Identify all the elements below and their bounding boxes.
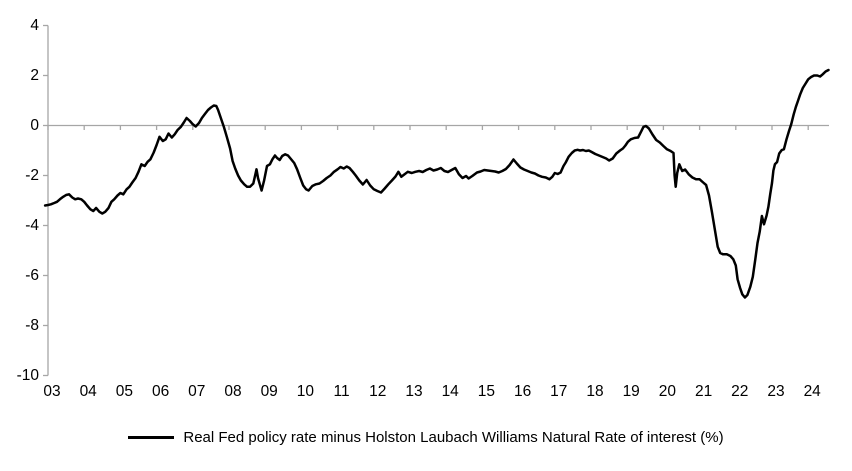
y-axis-label: 0 [30,117,39,134]
legend-line-sample-icon [128,435,175,439]
y-axis-label: 4 [30,17,39,34]
x-axis-label: 07 [188,383,205,400]
x-axis-label: 08 [224,383,241,400]
x-axis-label: 03 [43,383,60,400]
legend-label: Real Fed policy rate minus Holston Lauba… [183,428,724,446]
x-axis-label: 17 [550,383,567,400]
data-line [43,68,830,299]
x-axis-label: 16 [514,383,531,400]
chart: 4 2 0 -2 -4 -6 -8 -10 03 04 05 06 07 08 09 10 11 12 13 14 15… [0,17,852,447]
x-axis-label: 14 [442,383,460,400]
x-axis-label: 21 [695,383,712,400]
x-axis-label: 06 [152,383,169,400]
x-axis-label: 05 [116,383,133,400]
x-axis-label: 20 [659,383,677,400]
x-axis-label: 24 [804,383,822,400]
x-axis-label: 23 [767,383,784,400]
x-axis-label: 19 [623,383,640,400]
y-axis-label: -8 [25,317,39,334]
y-axis-label: -6 [25,267,39,284]
y-axis-label: -10 [17,367,40,384]
x-axis-label: 13 [405,383,422,400]
x-axis-label: 09 [261,383,278,400]
legend: Real Fed policy rate minus Holston Lauba… [0,427,852,447]
x-axis-label: 04 [80,383,98,400]
x-axis-label: 22 [731,383,748,400]
x-axis-label: 18 [586,383,603,400]
y-axis-label: -2 [25,167,39,184]
x-axis-label: 15 [478,383,495,400]
x-axis-label: 11 [334,383,350,400]
x-axis-label: 12 [369,383,386,400]
y-axis-label: -4 [25,217,39,234]
y-axis-label: 2 [30,67,39,84]
x-axis-label: 10 [297,383,315,400]
